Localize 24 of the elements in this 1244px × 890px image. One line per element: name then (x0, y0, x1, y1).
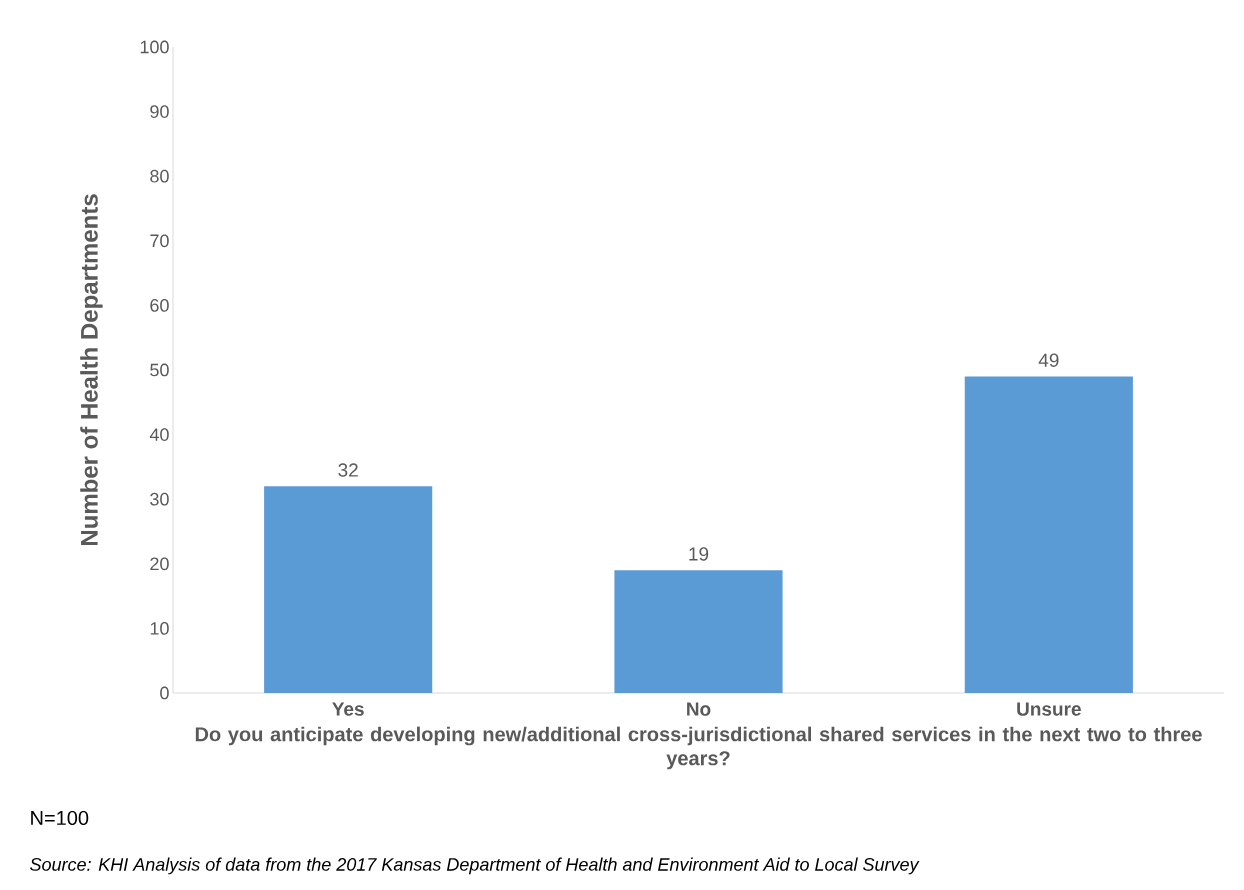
y-tick-label: 50 (150, 363, 169, 377)
data-label: 32 (338, 463, 358, 477)
y-tick-label: 70 (150, 234, 169, 248)
y-tick-label: 10 (150, 622, 169, 635)
x-tick-label: Yes (332, 702, 364, 716)
y-tick-label: 80 (150, 169, 169, 183)
y-tick-label: 90 (150, 105, 169, 118)
data-label: 49 (1038, 353, 1059, 367)
y-tick-label: 60 (150, 299, 169, 312)
x-tick-label: No (687, 702, 711, 716)
text: N=100 (31, 810, 89, 826)
bar (964, 376, 1133, 693)
y-axis-title: Number of Health Departments (80, 194, 103, 546)
source-note: Source: KHI Analysis of data from the 2017 Kansas Department of Health and Environment Aid to Local Survey (30, 857, 920, 875)
bar (614, 570, 783, 693)
x-tick-label: Unsure (1017, 702, 1081, 716)
y-tick-label: 40 (149, 428, 169, 441)
data-label: 19 (689, 547, 709, 561)
y-tick-label: 20 (150, 557, 169, 571)
x-axis-title: Do you anticipate developing new/additional cross-jurisdictional shared services in the next two to three years? (195, 726, 1202, 770)
bar (264, 486, 433, 693)
y-tick-label: 0 (160, 686, 169, 700)
y-tick-label: 100 (140, 40, 169, 54)
y-tick-label: 30 (150, 492, 169, 506)
